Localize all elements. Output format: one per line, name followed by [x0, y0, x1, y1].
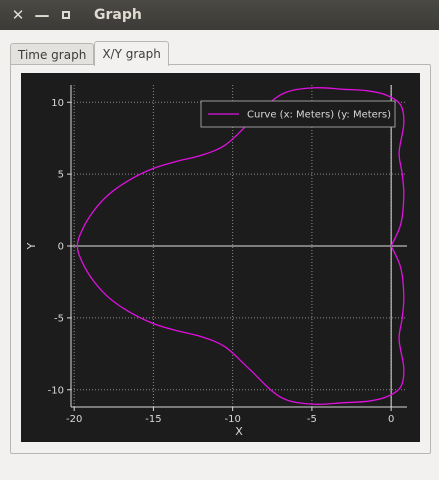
x-tick-label: -20 — [66, 414, 82, 425]
minimize-icon[interactable]: — — [34, 6, 50, 24]
curve-series-line — [76, 86, 405, 406]
y-tick-label: -10 — [48, 385, 64, 396]
legend: Curve (x: Meters) (y: Meters) — [200, 100, 396, 128]
title-bar: ✕ — Graph — [0, 0, 439, 30]
y-axis-label: Y — [25, 242, 38, 250]
y-tick-label: 0 — [58, 242, 64, 253]
y-tick-label: 10 — [51, 98, 64, 109]
legend-entry: Curve (x: Meters) (y: Meters) — [247, 110, 391, 121]
tab-bar: Time graph X/Y graph — [10, 41, 169, 66]
y-tick-label: 5 — [58, 170, 64, 181]
y-tick-label: -5 — [54, 313, 64, 324]
x-tick-label: 0 — [388, 414, 394, 425]
maximize-icon[interactable] — [54, 0, 78, 30]
xy-plot: -20 -15 -10 -5 0 -10 -5 0 5 10 Curve (x: Meters) … — [21, 73, 420, 442]
x-tick-label: -10 — [224, 414, 240, 425]
tab-time-graph[interactable]: Time graph — [10, 43, 95, 66]
close-icon[interactable]: ✕ — [11, 6, 25, 24]
x-tick-label: -15 — [145, 414, 161, 425]
tab-xy-graph[interactable]: X/Y graph — [94, 41, 169, 66]
x-axis-label: X — [235, 425, 243, 438]
xy-chart: -20 -15 -10 -5 0 -10 -5 0 5 10 Curve (x: Meters) … — [25, 85, 407, 438]
window-title: Graph — [94, 7, 142, 23]
x-tick-label: -5 — [307, 414, 317, 425]
